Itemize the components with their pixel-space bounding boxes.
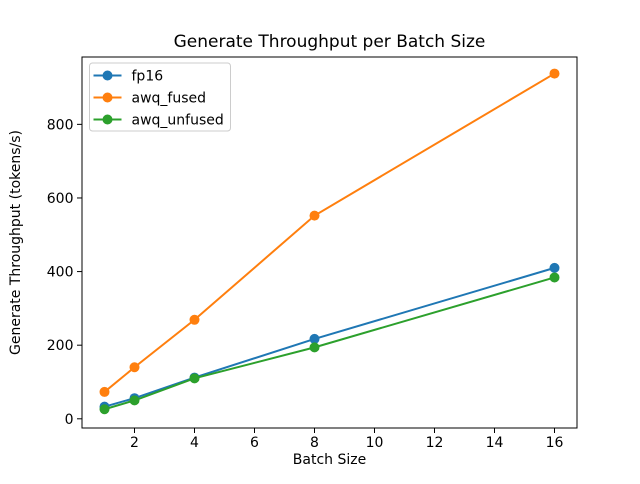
data-point-awq_unfused	[189, 373, 200, 384]
series-line-awq_unfused	[104, 276, 555, 411]
data-point-awq_unfused	[309, 342, 320, 353]
x-tick-label: 2	[130, 435, 139, 451]
legend-layer: fp16 awq_fused awq_unfused	[89, 62, 231, 132]
y-axis-label: Generate Throughput (tokens/s)	[8, 130, 24, 355]
legend-label: fp16	[132, 69, 164, 85]
series-layer	[99, 68, 560, 415]
y-tick-label: 800	[47, 117, 74, 133]
y-tick-label: 600	[47, 191, 74, 207]
x-tick-label: 16	[546, 435, 564, 451]
x-tick-label: 8	[310, 435, 319, 451]
legend-item-awq_fused: awq_fused	[93, 91, 207, 107]
y-tick-label: 400	[47, 265, 74, 281]
x-tick-label: 4	[190, 435, 199, 451]
x-tick-label: 6	[250, 435, 259, 451]
data-point-awq_fused	[129, 362, 140, 373]
legend-item-awq_unfused: awq_unfused	[93, 113, 224, 129]
data-point-awq_fused	[99, 386, 110, 397]
data-point-fp16	[549, 262, 560, 273]
x-tick-label: 10	[366, 435, 384, 451]
legend-marker	[102, 70, 113, 81]
legend-marker	[102, 114, 113, 125]
data-point-awq_fused	[309, 210, 320, 221]
axes-layer: 2 4 6 8 10 12 14 16 0 200 400 600 800	[47, 56, 578, 451]
data-point-awq_fused	[549, 68, 560, 79]
data-point-awq_unfused	[99, 404, 110, 415]
legend-label: awq_unfused	[132, 113, 224, 129]
data-point-awq_fused	[189, 314, 200, 325]
legend-item-fp16: fp16	[93, 69, 164, 85]
plot-border	[81, 56, 578, 429]
y-tick-label: 0	[65, 412, 74, 428]
x-tick-label: 14	[486, 435, 504, 451]
data-point-awq_unfused	[129, 395, 140, 406]
legend-marker	[102, 92, 113, 103]
x-tick-label: 12	[426, 435, 444, 451]
data-point-fp16	[309, 333, 320, 344]
x-axis-label: Batch Size	[293, 452, 366, 468]
legend-box	[89, 62, 231, 132]
data-point-awq_unfused	[549, 272, 560, 283]
legend-label: awq_fused	[132, 91, 207, 107]
y-tick-label: 200	[47, 338, 74, 354]
chart-title: Generate Throughput per Batch Size	[174, 32, 486, 52]
